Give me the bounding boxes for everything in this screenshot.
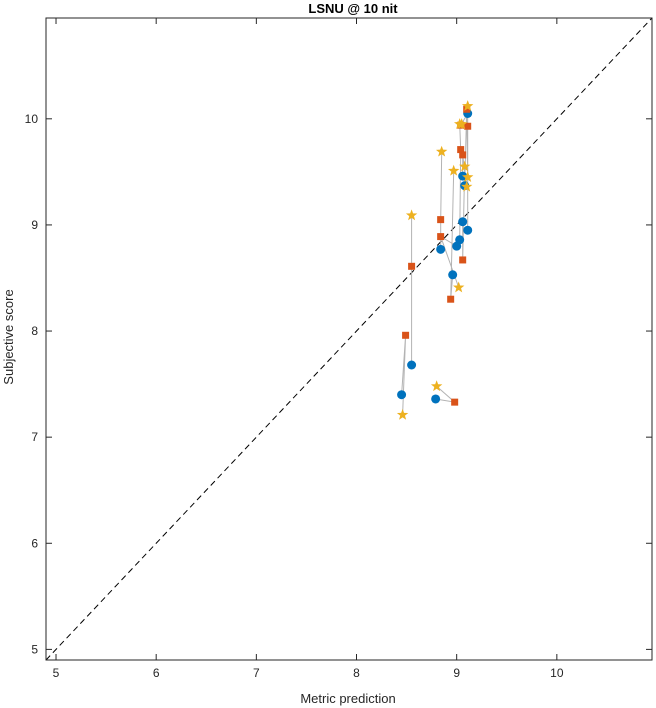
chart-title: LSNU @ 10 nit — [308, 1, 398, 16]
data-point-circle — [436, 244, 446, 254]
x-tick-label: 6 — [153, 666, 160, 680]
data-point-square — [402, 331, 410, 339]
y-tick-label: 8 — [31, 324, 38, 338]
data-point-star — [460, 180, 473, 192]
x-tick-label: 10 — [550, 666, 564, 680]
data-point-square — [451, 398, 459, 406]
data-point-star — [447, 164, 460, 176]
x-tick-label: 5 — [53, 666, 60, 680]
data-point-circle — [397, 390, 407, 400]
data-point-star — [455, 118, 468, 129]
data-point-circle — [431, 394, 441, 404]
data-point-square — [437, 233, 445, 241]
data-point-square — [408, 262, 416, 270]
data-point-star — [452, 281, 465, 293]
data-point-star — [405, 209, 418, 221]
y-tick-label: 7 — [31, 430, 38, 444]
x-tick-label: 9 — [453, 666, 460, 680]
x-axis-label: Metric prediction — [300, 691, 395, 706]
plot-area: 5 6 7 8 9 10 5 6 7 8 9 10 — [25, 17, 653, 680]
data-point-square — [459, 151, 467, 159]
data-point-star — [458, 160, 471, 172]
identity-reference-line — [45, 17, 653, 661]
data-point-circle — [455, 235, 465, 245]
data-point-circle — [458, 171, 468, 181]
data-point-star — [430, 380, 443, 392]
data-point-star — [435, 145, 448, 157]
y-axis-label: Subjective score — [1, 289, 16, 384]
data-point-star — [461, 100, 474, 111]
data-point-square — [457, 146, 465, 154]
data-point-square — [464, 122, 472, 130]
data-point-star — [396, 408, 409, 420]
y-tick-label: 5 — [31, 642, 38, 656]
data-point-circle — [458, 217, 468, 227]
axes-box — [45, 17, 653, 661]
data-point-square — [437, 216, 445, 224]
data-point-circle — [463, 225, 473, 235]
y-tick-label: 6 — [31, 536, 38, 550]
x-tick-label: 8 — [353, 666, 360, 680]
data-point-circle — [448, 270, 458, 280]
data-point-circle — [407, 360, 417, 370]
data-point-square — [459, 256, 467, 264]
x-tick-label: 7 — [253, 666, 260, 680]
data-point-square — [447, 295, 455, 303]
y-tick-label: 10 — [25, 112, 39, 126]
y-tick-label: 9 — [31, 218, 38, 232]
data-point-square — [463, 105, 471, 113]
data-point-star — [461, 171, 474, 183]
